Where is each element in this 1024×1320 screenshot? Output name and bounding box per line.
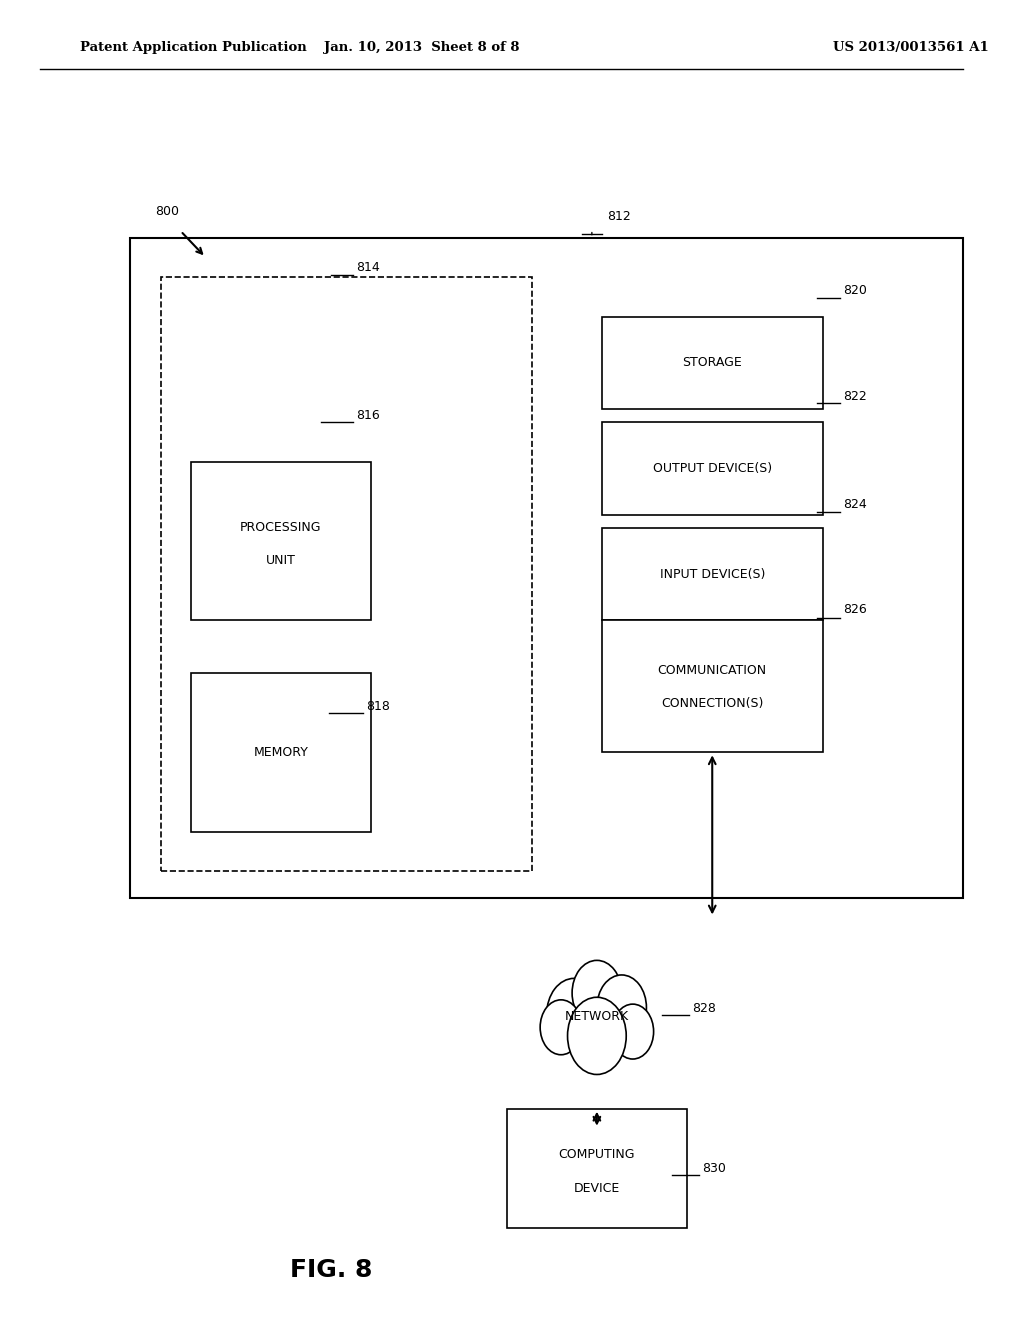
FancyBboxPatch shape	[161, 277, 531, 871]
Text: Patent Application Publication: Patent Application Publication	[80, 41, 307, 54]
FancyBboxPatch shape	[602, 422, 822, 515]
FancyBboxPatch shape	[602, 317, 822, 409]
Circle shape	[567, 998, 627, 1074]
FancyBboxPatch shape	[190, 462, 371, 620]
Text: 818: 818	[367, 700, 390, 713]
Text: 816: 816	[356, 409, 380, 422]
Circle shape	[547, 978, 601, 1051]
Text: 814: 814	[356, 261, 380, 275]
Text: FIG. 8: FIG. 8	[290, 1258, 373, 1282]
Text: OUTPUT DEVICE(S): OUTPUT DEVICE(S)	[652, 462, 772, 475]
Text: 812: 812	[607, 210, 631, 223]
FancyBboxPatch shape	[602, 528, 822, 620]
Circle shape	[572, 961, 622, 1026]
Text: UNIT: UNIT	[266, 554, 296, 568]
Text: MEMORY: MEMORY	[254, 746, 308, 759]
Text: US 2013/0013561 A1: US 2013/0013561 A1	[833, 41, 988, 54]
Text: 820: 820	[843, 284, 866, 297]
Text: CONNECTION(S): CONNECTION(S)	[662, 697, 764, 710]
Text: 826: 826	[843, 603, 866, 616]
Text: Jan. 10, 2013  Sheet 8 of 8: Jan. 10, 2013 Sheet 8 of 8	[324, 41, 519, 54]
Text: PROCESSING: PROCESSING	[241, 521, 322, 535]
Text: 830: 830	[702, 1162, 726, 1175]
Text: 824: 824	[843, 498, 866, 511]
Text: NETWORK: NETWORK	[565, 1010, 629, 1023]
FancyBboxPatch shape	[190, 673, 371, 832]
Text: 828: 828	[692, 1002, 716, 1015]
Text: DEVICE: DEVICE	[573, 1181, 620, 1195]
FancyBboxPatch shape	[130, 238, 963, 898]
Text: INPUT DEVICE(S): INPUT DEVICE(S)	[659, 568, 765, 581]
FancyBboxPatch shape	[602, 620, 822, 752]
Circle shape	[612, 1005, 653, 1059]
Text: COMMUNICATION: COMMUNICATION	[657, 664, 767, 677]
Text: COMPUTING: COMPUTING	[559, 1148, 635, 1162]
Circle shape	[597, 975, 646, 1040]
Text: 800: 800	[156, 205, 179, 218]
Text: STORAGE: STORAGE	[682, 356, 742, 370]
Circle shape	[540, 999, 582, 1055]
FancyBboxPatch shape	[507, 1109, 687, 1228]
Text: 822: 822	[843, 389, 866, 403]
